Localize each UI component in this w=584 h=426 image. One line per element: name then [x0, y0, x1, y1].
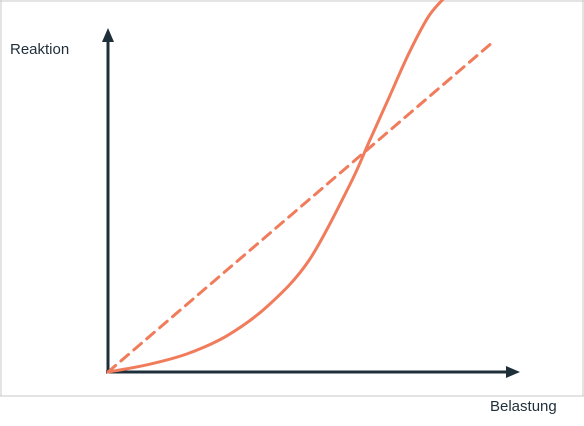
- y-axis-label: Reaktion: [10, 41, 69, 58]
- series-layer: [106, 0, 492, 374]
- series-line-dashed: [106, 43, 492, 374]
- y-axis-arrow-icon: [102, 28, 114, 42]
- series-line-solid: [106, 0, 445, 374]
- x-axis-label: Belastung: [490, 398, 557, 415]
- x-axis-arrow-icon: [506, 366, 520, 378]
